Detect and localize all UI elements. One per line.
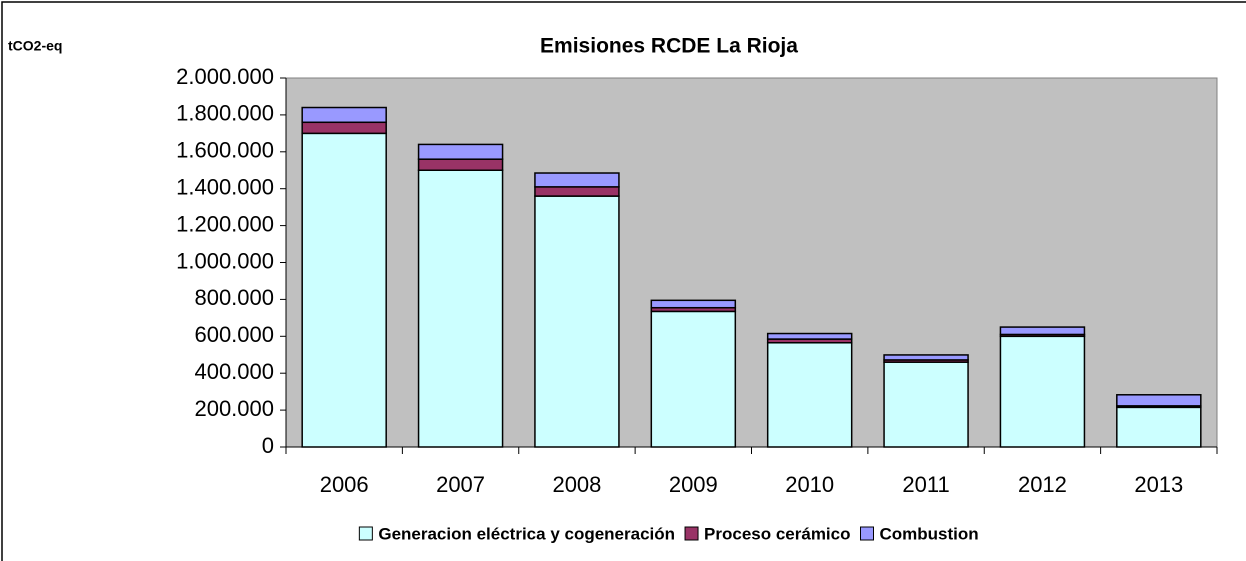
- bar-segment: [883, 361, 969, 448]
- x-tick-label: 2013: [1134, 472, 1183, 497]
- bar-segment: [417, 143, 504, 160]
- y-tick-label: 400.000: [194, 359, 274, 384]
- y-tick-label: 200.000: [194, 396, 274, 421]
- bar-segment: [301, 121, 387, 135]
- y-tick-label: 1.400.000: [176, 175, 274, 200]
- bar-segment: [999, 326, 1086, 336]
- bar-segment: [534, 172, 620, 188]
- x-tick-label: 2011: [902, 472, 949, 497]
- bar-segment: [650, 299, 737, 309]
- bar-segment: [534, 195, 620, 448]
- y-axis-label: tCO2-eq: [8, 38, 62, 54]
- legend-label: Proceso cerámico: [704, 524, 850, 543]
- legend-swatch: [358, 526, 373, 541]
- bar-segment: [1116, 394, 1202, 407]
- y-tick-label: 800.000: [194, 285, 274, 310]
- bar-segment: [883, 354, 969, 361]
- y-tick-label: 2.000.000: [176, 64, 274, 89]
- bar-segment: [301, 106, 387, 124]
- legend-label: Combustion: [880, 524, 979, 543]
- bar-segment: [650, 310, 737, 448]
- bar-segment: [417, 169, 504, 448]
- bar-segment: [999, 335, 1086, 448]
- x-tick-label: 2012: [1018, 472, 1067, 497]
- bar-segment: [417, 158, 504, 171]
- x-tick-label: 2010: [785, 472, 834, 497]
- bar-segment: [766, 342, 853, 448]
- bar-segment: [301, 132, 387, 448]
- y-tick-label: 1.600.000: [176, 138, 274, 163]
- y-tick-label: 1.200.000: [176, 211, 274, 236]
- y-tick-label: 0: [262, 433, 274, 458]
- legend-swatch: [684, 526, 699, 541]
- bar-segment: [1116, 406, 1202, 448]
- legend-swatch: [860, 526, 874, 541]
- x-tick-label: 2008: [552, 472, 601, 497]
- legend-label: Generacion eléctrica y cogeneración: [378, 524, 675, 543]
- y-tick-label: 1.000.000: [176, 248, 274, 273]
- x-tick-label: 2006: [320, 472, 369, 497]
- chart-title: Emisiones RCDE La Rioja: [540, 35, 798, 58]
- y-tick-label: 600.000: [194, 322, 274, 347]
- bar-segment: [766, 332, 853, 340]
- y-tick-label: 1.800.000: [176, 101, 274, 126]
- x-tick-label: 2007: [436, 472, 485, 497]
- x-tick-label: 2009: [669, 472, 718, 497]
- bar-segment: [534, 186, 620, 197]
